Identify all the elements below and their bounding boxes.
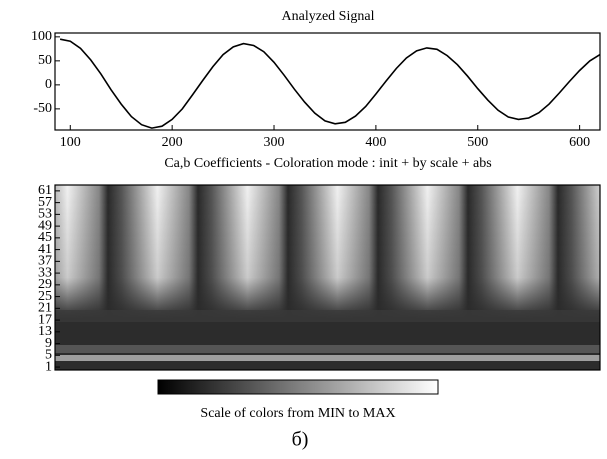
y-tick-label: 25 (38, 289, 52, 304)
x-tick-label: 200 (162, 135, 183, 150)
y-tick-label: 50 (38, 53, 52, 68)
colorbar (157, 379, 439, 395)
y-tick-label: 1 (45, 359, 52, 374)
scalogram-title: Ca,b Coefficients - Coloration mode : in… (164, 156, 491, 171)
y-tick-label: 9 (45, 336, 52, 351)
y-tick-label: 17 (38, 312, 52, 327)
colorbar-label: Scale of colors from MIN to MAX (200, 406, 395, 421)
y-tick-label: 33 (38, 265, 52, 280)
y-tick-label: 100 (31, 29, 52, 44)
y-tick-label: 45 (38, 230, 52, 245)
x-tick-label: 400 (365, 135, 386, 150)
scalogram-axes (54, 184, 601, 371)
y-tick-label: 29 (38, 277, 52, 292)
signal-title: Analyzed Signal (282, 9, 375, 24)
x-tick-label: 500 (467, 135, 488, 150)
x-tick-label: 100 (60, 135, 81, 150)
x-tick-label: 300 (264, 135, 285, 150)
y-tick-label: 37 (38, 254, 52, 269)
y-tick-label: 21 (38, 301, 52, 316)
y-tick-label: -50 (33, 101, 52, 116)
caption: б) (292, 429, 309, 451)
scalogram-image (55, 185, 600, 370)
signal-line (59, 38, 601, 129)
y-tick-label: 57 (38, 195, 52, 210)
y-tick-label: 49 (38, 218, 52, 233)
y-tick-label: 5 (45, 348, 52, 363)
y-tick-label: 13 (38, 324, 52, 339)
signal-axes (54, 32, 601, 131)
y-tick-label: 61 (38, 183, 52, 198)
x-tick-label: 600 (569, 135, 590, 150)
y-tick-label: 53 (38, 207, 52, 222)
y-tick-label: 41 (38, 242, 52, 257)
y-tick-label: 0 (45, 77, 52, 92)
